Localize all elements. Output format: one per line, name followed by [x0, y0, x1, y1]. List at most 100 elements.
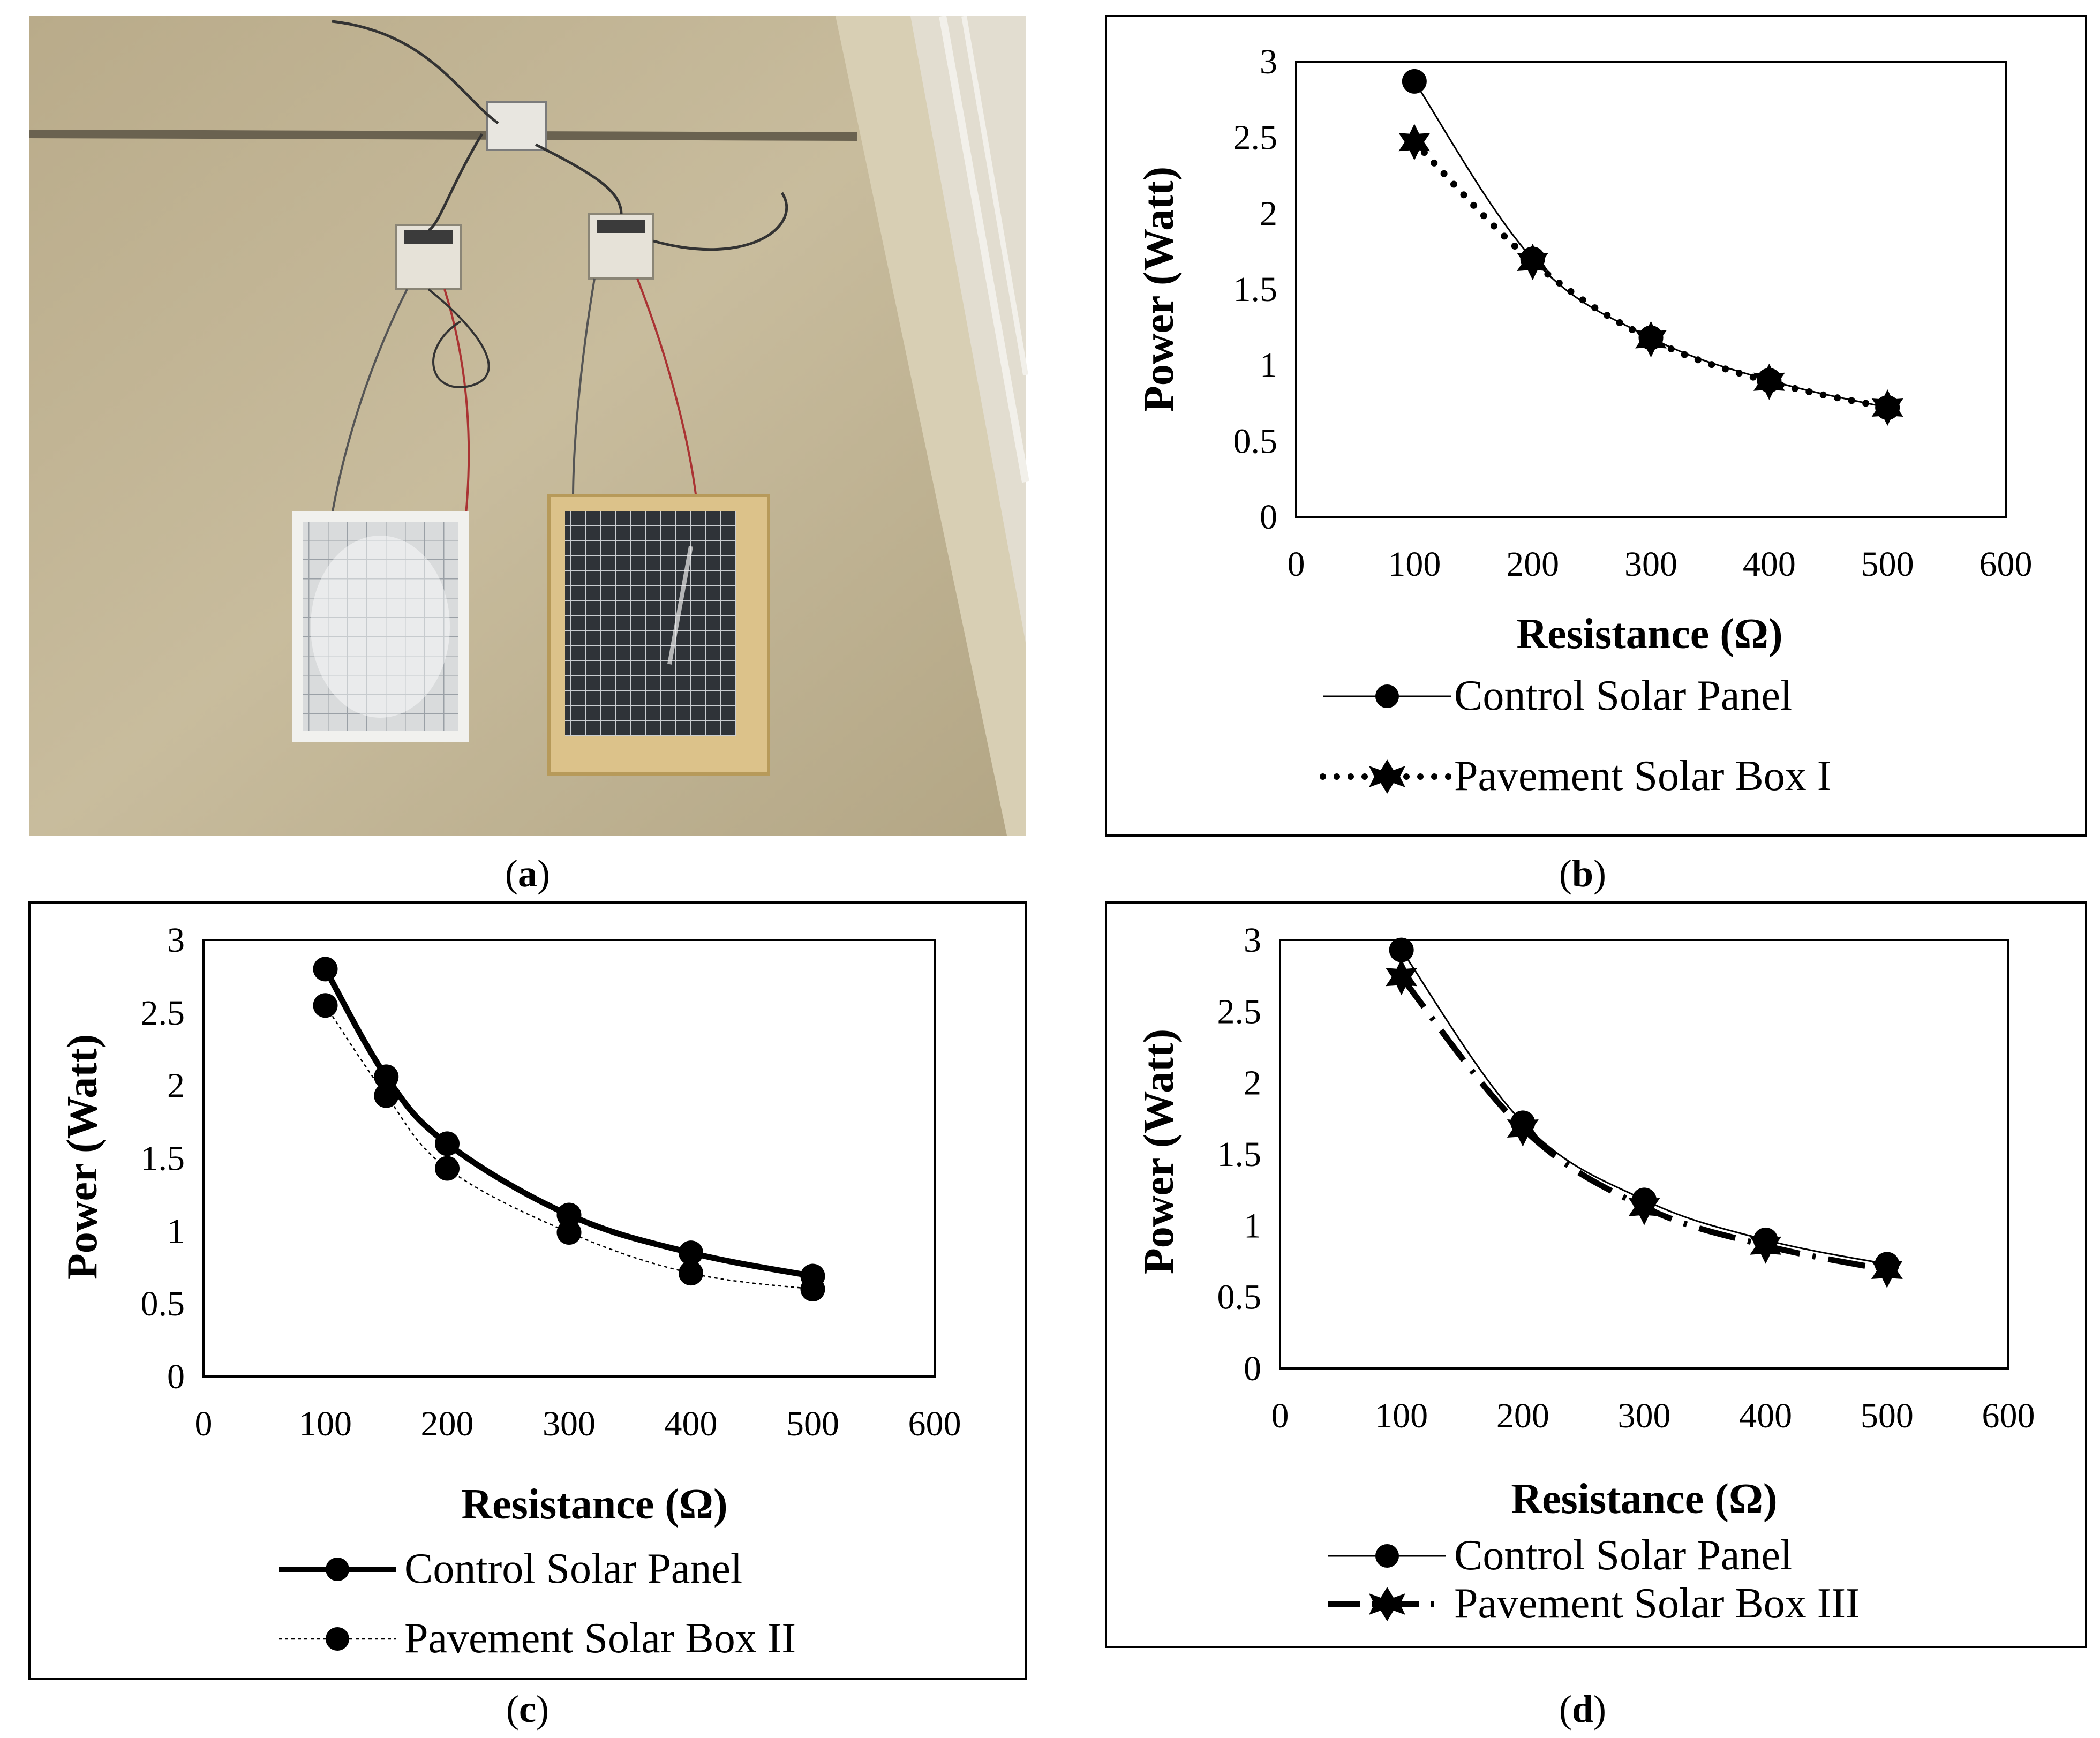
- data-point-d-1: [1507, 1110, 1539, 1147]
- panel-c-frame: [28, 901, 1027, 1680]
- y-tick-label-c: 1.5: [141, 1139, 185, 1178]
- series-line-d-0: [1401, 949, 1887, 1265]
- x-tick-label-b: 200: [1506, 545, 1559, 584]
- x-tick-label-d: 300: [1618, 1396, 1671, 1435]
- x-tick-label-b: 500: [1861, 545, 1914, 584]
- y-tick-label-b: 1.5: [1233, 270, 1278, 309]
- x-tick-label-d: 100: [1375, 1396, 1428, 1435]
- data-point-c-0: [313, 957, 338, 982]
- y-tick-label-c: 3: [167, 921, 185, 960]
- y-tick-label-b: 2: [1260, 194, 1277, 233]
- data-point-b-1: [1753, 363, 1785, 400]
- panel-c-chart: 0 100 200 300 400 500 600 0 0.5 1 1.5 2 2.5 3 Resista…: [28, 901, 1027, 1680]
- legend-d-marker-1: [1369, 1587, 1405, 1621]
- y-tick-label-c: 1: [167, 1212, 185, 1251]
- x-tick-label-d: 0: [1271, 1396, 1289, 1435]
- data-point-d-1: [1628, 1188, 1660, 1225]
- y-axis-title-c: Power (Watt): [59, 1034, 106, 1280]
- x-axis-title-d: Resistance (Ω): [1511, 1476, 1777, 1523]
- data-point-b-1: [1635, 321, 1667, 358]
- y-tick-label-d: 0: [1244, 1349, 1261, 1388]
- y-tick-label-b: 0: [1260, 498, 1277, 537]
- x-tick-label-b: 600: [1979, 545, 2033, 584]
- caption-a-letter: a: [518, 852, 537, 895]
- data-point-d-1: [1750, 1227, 1782, 1264]
- x-tick-label-d: 500: [1861, 1396, 1914, 1435]
- y-axis-title-d: Power (Watt): [1135, 1029, 1183, 1274]
- y-tick-label-b: 3: [1260, 42, 1277, 81]
- x-tick-label-d: 600: [1982, 1396, 2035, 1435]
- two-solar-panels-on-pavement-photo: [29, 15, 1029, 836]
- legend-d-label-0: Control Solar Panel: [1454, 1532, 1792, 1579]
- x-axis-title-b: Resistance (Ω): [1516, 611, 1782, 658]
- y-tick-label-d: 1: [1244, 1206, 1261, 1245]
- legend-d-label-1: Pavement Solar Box III: [1454, 1580, 1860, 1627]
- y-tick-label-b: 2.5: [1233, 118, 1278, 157]
- y-tick-label-d: 2: [1244, 1064, 1261, 1103]
- data-point-c-1: [556, 1220, 582, 1245]
- x-axis-title-c: Resistance (Ω): [461, 1481, 727, 1528]
- data-point-b-0: [1402, 69, 1427, 94]
- legend-b-label-0: Control Solar Panel: [1454, 672, 1792, 719]
- legend-c-marker-0: [326, 1558, 349, 1581]
- legend-c-label-1: Pavement Solar Box II: [404, 1615, 796, 1662]
- data-point-c-1: [435, 1156, 460, 1181]
- data-point-d-1: [1386, 959, 1418, 996]
- panel-a-photo: [29, 15, 1029, 836]
- x-tick-label-b: 0: [1288, 545, 1305, 584]
- data-point-d-1: [1871, 1252, 1903, 1288]
- legend-d-marker-0: [1375, 1544, 1399, 1568]
- plot-area-c: [202, 939, 936, 1378]
- panel-b-frame: [1105, 15, 2087, 837]
- y-tick-label-d: 3: [1244, 921, 1261, 960]
- x-tick-label-c: 200: [421, 1404, 474, 1443]
- y-tick-label-b: 0.5: [1233, 422, 1278, 461]
- x-tick-label-c: 0: [195, 1404, 213, 1443]
- data-point-c-1: [313, 993, 338, 1018]
- legend-b: Control Solar Panel Pavement Solar Box I: [1320, 672, 1831, 800]
- legend-b-marker-0: [1375, 684, 1399, 708]
- x-tick-label-d: 200: [1496, 1396, 1549, 1435]
- y-tick-label-d: 2.5: [1217, 992, 1262, 1031]
- data-point-c-1: [679, 1261, 703, 1286]
- data-point-c-0: [679, 1240, 703, 1266]
- data-point-b-1: [1871, 389, 1903, 426]
- caption-c-letter: c: [519, 1688, 536, 1731]
- y-tick-label-c: 2.5: [141, 994, 185, 1033]
- caption-b-letter: b: [1572, 852, 1593, 895]
- data-point-b-1: [1398, 124, 1431, 161]
- y-tick-label-d: 0.5: [1217, 1278, 1262, 1317]
- panel-d-frame: [1105, 901, 2087, 1648]
- panel-b-chart: 0 100 200 300 400 500 600 0 0.5 1 1.5 2 2.5 3 Resista…: [1105, 15, 2087, 837]
- x-tick-label-c: 600: [908, 1404, 961, 1443]
- svg-text:(a): (a): [505, 852, 550, 895]
- y-tick-label-c: 2: [167, 1066, 185, 1105]
- x-tick-label-c: 500: [786, 1404, 839, 1443]
- series-line-c-0: [322, 966, 816, 1280]
- data-point-c-1: [800, 1277, 825, 1301]
- data-point-c-0: [374, 1064, 399, 1089]
- legend-b-marker-1: [1369, 759, 1405, 794]
- y-tick-label-d: 1.5: [1217, 1135, 1262, 1174]
- caption-d-letter: d: [1572, 1688, 1593, 1731]
- x-tick-label-c: 100: [299, 1404, 352, 1443]
- data-point-c-0: [556, 1202, 582, 1228]
- x-tick-label-d: 400: [1739, 1396, 1792, 1435]
- caption-c: (c): [506, 1688, 549, 1731]
- y-tick-label-c: 0: [167, 1357, 185, 1396]
- x-tick-label-c: 300: [543, 1404, 596, 1443]
- x-tick-label-b: 300: [1624, 545, 1677, 584]
- caption-d: (d): [1559, 1688, 1606, 1731]
- legend-c-label-0: Control Solar Panel: [404, 1545, 742, 1592]
- caption-b: (b): [1559, 852, 1606, 895]
- caption-a: (a): [505, 852, 550, 895]
- legend-b-label-1: Pavement Solar Box I: [1454, 753, 1831, 800]
- y-axis-title-b: Power (Watt): [1135, 167, 1183, 412]
- svg-text:(c): (c): [506, 1688, 549, 1731]
- legend-d: Control Solar Panel Pavement Solar Box I…: [1328, 1532, 1860, 1627]
- data-point-c-1: [374, 1083, 399, 1108]
- data-point-c-0: [435, 1131, 460, 1156]
- data-point-b-1: [1517, 244, 1549, 280]
- svg-text:(b): (b): [1559, 852, 1606, 895]
